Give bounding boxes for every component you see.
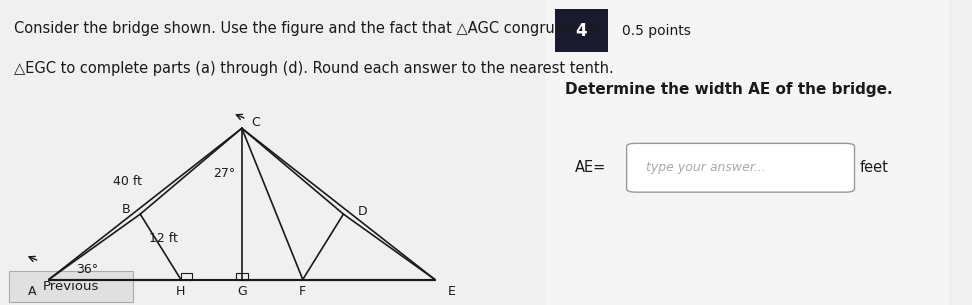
- Text: B: B: [122, 203, 130, 216]
- Text: 40 ft: 40 ft: [113, 175, 142, 188]
- Text: 36°: 36°: [76, 263, 98, 276]
- Text: Consider the bridge shown. Use the figure and the fact that △AGC congruent to: Consider the bridge shown. Use the figur…: [15, 21, 599, 36]
- Text: 12 ft: 12 ft: [149, 232, 178, 245]
- Text: 27°: 27°: [213, 167, 235, 180]
- Bar: [181, 273, 192, 279]
- Text: G: G: [237, 285, 247, 298]
- Text: feet: feet: [859, 160, 888, 175]
- Text: F: F: [299, 285, 306, 298]
- Text: △EGC to complete parts (a) through (d). Round each answer to the nearest tenth.: △EGC to complete parts (a) through (d). …: [15, 61, 614, 76]
- Text: H: H: [176, 285, 186, 298]
- Text: A: A: [27, 285, 36, 298]
- Text: Determine the width AE of the bridge.: Determine the width AE of the bridge.: [565, 82, 892, 97]
- Text: 0.5 points: 0.5 points: [622, 23, 691, 38]
- Bar: [546, 0, 950, 305]
- Text: 4: 4: [575, 21, 587, 40]
- Bar: [0, 0, 546, 305]
- Bar: [555, 9, 608, 52]
- Bar: [10, 271, 133, 302]
- Text: type your answer...: type your answer...: [645, 161, 766, 174]
- Text: Previous: Previous: [43, 280, 99, 293]
- Text: AE=: AE=: [574, 160, 606, 175]
- Text: D: D: [358, 205, 367, 217]
- FancyBboxPatch shape: [627, 143, 854, 192]
- Text: C: C: [252, 116, 260, 129]
- Text: E: E: [448, 285, 456, 298]
- Bar: [236, 273, 248, 279]
